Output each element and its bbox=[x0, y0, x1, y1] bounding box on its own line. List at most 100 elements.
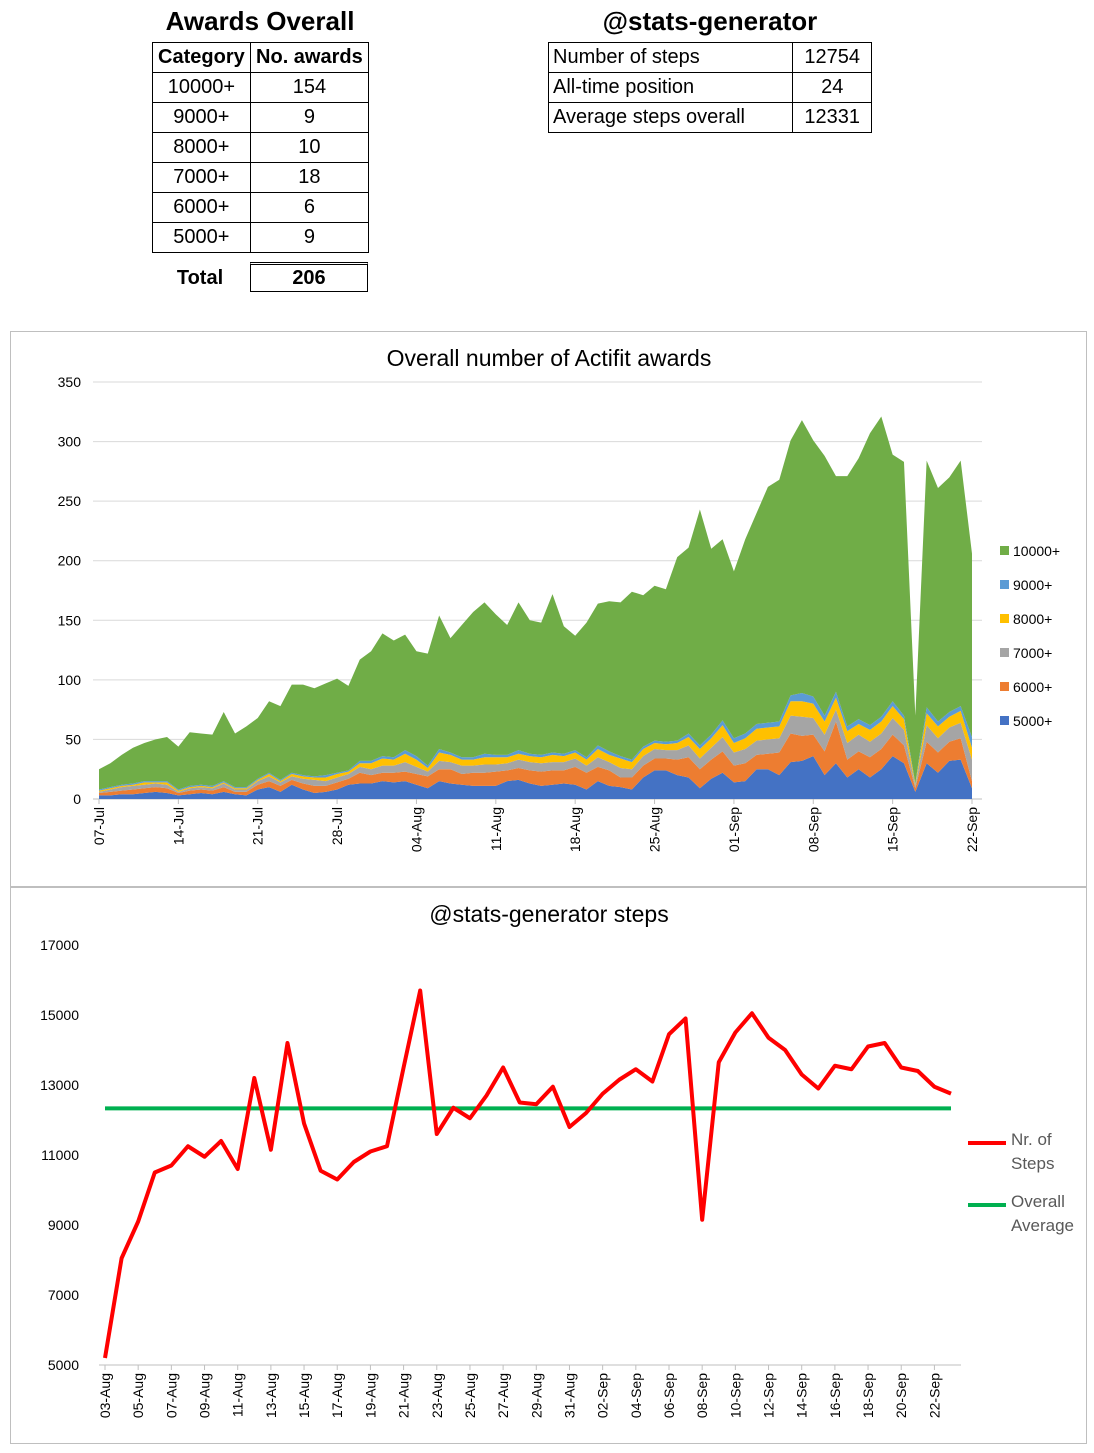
y-tick-label: 17000 bbox=[40, 937, 79, 953]
y-tick-label: 0 bbox=[73, 791, 81, 807]
area bbox=[99, 416, 972, 790]
header-cell: No. awards bbox=[249, 42, 370, 73]
awards-table: Category No. awards 10000+ 154 9000+ 9 8000+ 1… bbox=[152, 42, 370, 253]
x-tick-label: 04-Sep bbox=[628, 1373, 644, 1418]
table-row: 10000+ 154 bbox=[152, 72, 370, 103]
y-tick-label: 150 bbox=[58, 612, 82, 628]
y-tick-label: 5000 bbox=[48, 1357, 79, 1373]
legend-label: 7000+ bbox=[1013, 645, 1052, 661]
table-row: 9000+ 9 bbox=[152, 102, 370, 133]
table-row: Average steps overall 12331 bbox=[547, 102, 872, 133]
stats-title: @stats-generator bbox=[602, 6, 818, 36]
x-tick-label: 22-Sep bbox=[926, 1373, 942, 1418]
x-tick-label: 29-Aug bbox=[528, 1373, 544, 1418]
legend-label: 6000+ bbox=[1013, 679, 1052, 695]
table-cell: 8000+ bbox=[152, 132, 251, 163]
legend-label: Overall Average bbox=[1011, 1192, 1075, 1235]
x-tick-label: 17-Aug bbox=[329, 1373, 345, 1418]
legend-swatch bbox=[1000, 614, 1009, 623]
y-tick-label: 50 bbox=[65, 731, 81, 747]
legend-swatch bbox=[1000, 648, 1009, 657]
legend-label: 5000+ bbox=[1013, 713, 1052, 729]
y-tick-label: 300 bbox=[58, 434, 82, 450]
totals-row: Total 206 bbox=[152, 262, 368, 293]
x-tick-label: 18-Sep bbox=[860, 1373, 876, 1418]
table-cell: 5000+ bbox=[152, 222, 251, 253]
x-tick-label: 23-Aug bbox=[429, 1373, 445, 1418]
x-tick-label: 09-Aug bbox=[197, 1373, 213, 1418]
table-cell: 154 bbox=[249, 72, 370, 103]
x-tick-label: 22-Sep bbox=[964, 807, 980, 852]
x-tick-label: 19-Aug bbox=[362, 1373, 378, 1418]
table-row: All-time position 24 bbox=[547, 72, 872, 103]
chart-title: Overall number of Actifit awards bbox=[387, 345, 712, 371]
legend-label: 10000+ bbox=[1013, 543, 1060, 559]
legend-swatch bbox=[1000, 580, 1009, 589]
table-cell: 7000+ bbox=[152, 162, 251, 193]
y-tick-label: 350 bbox=[58, 374, 82, 390]
x-tick-label: 04-Aug bbox=[408, 807, 424, 852]
area bbox=[99, 756, 972, 799]
table-cell: 9 bbox=[249, 102, 370, 133]
table-row: 5000+ 9 bbox=[152, 222, 370, 253]
x-tick-label: 11-Aug bbox=[230, 1373, 246, 1417]
x-tick-label: 08-Sep bbox=[694, 1373, 710, 1418]
table-cell: 10000+ bbox=[152, 72, 251, 103]
y-tick-label: 200 bbox=[58, 553, 82, 569]
table-cell: 10 bbox=[249, 132, 370, 163]
x-tick-label: 25-Aug bbox=[647, 807, 663, 852]
x-tick-label: 28-Jul bbox=[329, 807, 345, 845]
steps-chart: @stats-generator steps 5000 7000 9000 11000 1… bbox=[40, 901, 1006, 1418]
legend-swatch bbox=[1000, 716, 1009, 725]
table-cell: Average steps overall bbox=[547, 102, 794, 133]
y-tick-label: 7000 bbox=[48, 1287, 79, 1303]
awards-title: Awards Overall bbox=[165, 6, 355, 36]
x-tick-label: 11-Aug bbox=[488, 807, 504, 851]
header-cell: Category bbox=[152, 42, 251, 73]
x-tick-label: 07-Aug bbox=[163, 1373, 179, 1418]
table-cell: 9 bbox=[249, 222, 370, 253]
x-tick-label: 21-Aug bbox=[396, 1373, 412, 1418]
area bbox=[99, 721, 972, 796]
table-row: Number of steps 12754 bbox=[547, 42, 872, 73]
x-tick-label: 06-Sep bbox=[661, 1373, 677, 1418]
x-tick-label: 16-Sep bbox=[827, 1373, 843, 1418]
x-tick-label: 20-Sep bbox=[893, 1373, 909, 1418]
x-tick-label: 05-Aug bbox=[130, 1373, 146, 1418]
x-tick-label: 21-Jul bbox=[250, 807, 266, 845]
y-tick-label: 100 bbox=[58, 672, 82, 688]
table-row: 6000+ 6 bbox=[152, 192, 370, 223]
table-cell: 12331 bbox=[792, 102, 872, 133]
y-tick-label: 15000 bbox=[40, 1007, 79, 1023]
x-tick-label: 07-Jul bbox=[91, 807, 107, 845]
y-tick-label: 9000 bbox=[48, 1217, 79, 1233]
chart-frame bbox=[10, 331, 1087, 887]
awards-chart: Overall number of Actifit awards 0 50 100 15… bbox=[58, 345, 1060, 852]
y-tick-label: 11000 bbox=[41, 1147, 79, 1163]
y-tick-label: 250 bbox=[58, 493, 82, 509]
stats-table: Number of steps 12754 All-time position 24 A… bbox=[547, 42, 872, 133]
table-cell: 18 bbox=[249, 162, 370, 193]
legend-label: Nr. of Steps bbox=[1011, 1130, 1055, 1173]
table-cell: Number of steps bbox=[547, 42, 794, 73]
x-tick-label: 03-Aug bbox=[97, 1373, 113, 1418]
total-label: Total bbox=[176, 267, 224, 289]
x-tick-label: 12-Sep bbox=[761, 1373, 777, 1418]
x-tick-label: 14-Jul bbox=[170, 807, 186, 845]
legend-label: 9000+ bbox=[1013, 577, 1052, 593]
x-tick-label: 01-Sep bbox=[726, 807, 742, 852]
table-row: 8000+ 10 bbox=[152, 132, 370, 163]
legend-label: 8000+ bbox=[1013, 611, 1052, 627]
table-row: 7000+ 18 bbox=[152, 162, 370, 193]
table-cell: 12754 bbox=[792, 42, 872, 73]
chart-title: @stats-generator steps bbox=[429, 901, 668, 927]
x-tick-label: 25-Aug bbox=[462, 1373, 478, 1418]
table-cell: 9000+ bbox=[152, 102, 251, 133]
x-tick-label: 02-Sep bbox=[595, 1373, 611, 1418]
y-tick-label: 13000 bbox=[40, 1077, 79, 1093]
x-tick-label: 08-Sep bbox=[805, 807, 821, 852]
table-cell: 24 bbox=[792, 72, 872, 103]
line bbox=[103, 988, 952, 1359]
total-value: 206 bbox=[250, 262, 368, 292]
